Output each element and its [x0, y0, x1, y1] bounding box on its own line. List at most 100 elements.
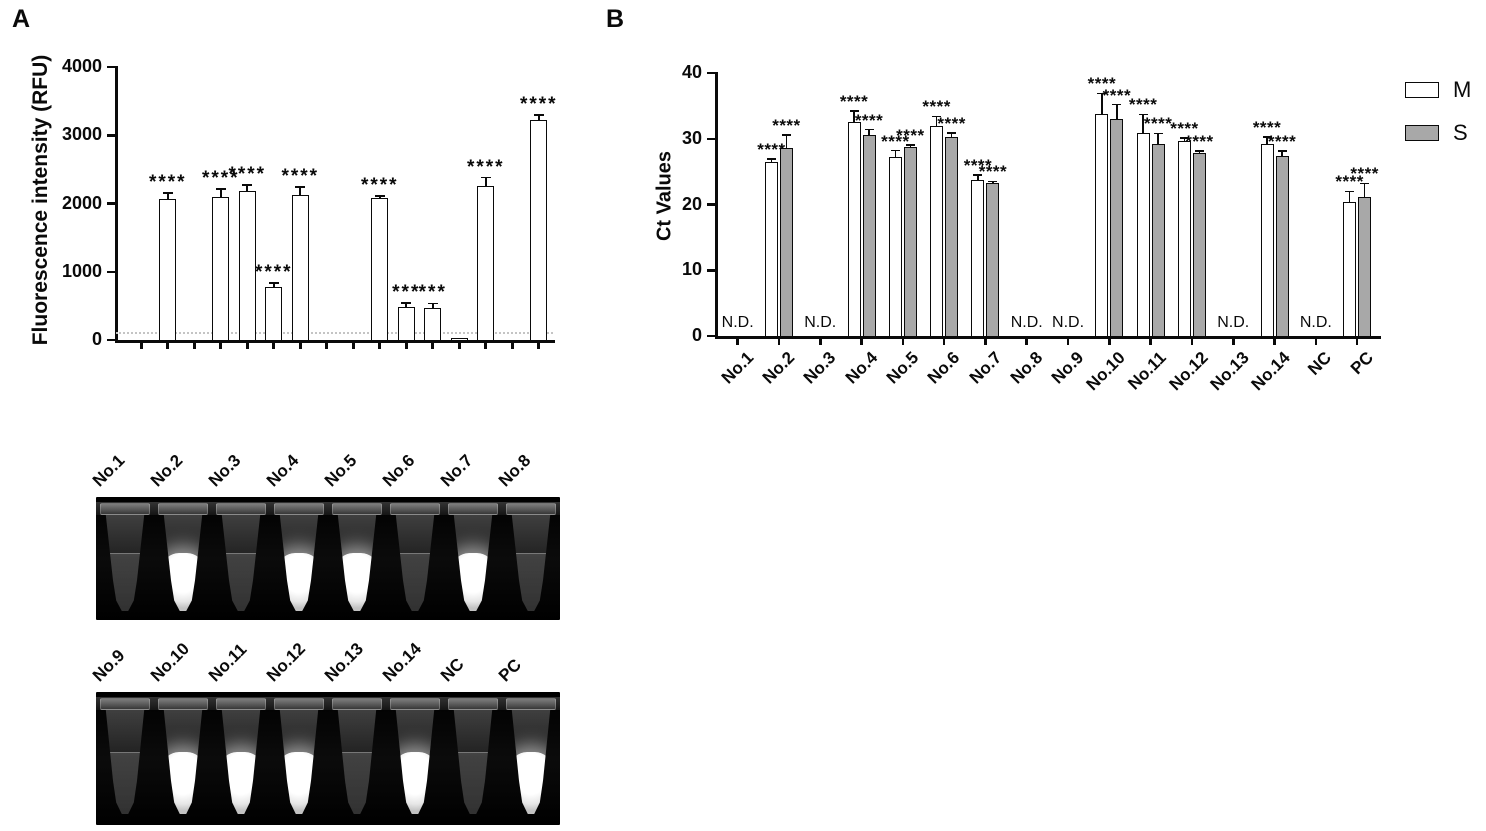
- x-tick-label: No.14: [1247, 348, 1294, 395]
- bar: [847, 122, 861, 336]
- error-bar-stem: [166, 193, 169, 200]
- tube-cap-icon: [332, 698, 382, 710]
- error-bar-stem: [405, 303, 408, 308]
- bar: [1260, 144, 1274, 336]
- pcr-tube: [100, 503, 150, 611]
- x-tick: [325, 342, 329, 350]
- y-tick-label: 3000: [61, 124, 102, 145]
- x-tick-label: No.4: [841, 348, 881, 388]
- error-bar-stem: [977, 174, 979, 181]
- error-bar-cap: [1179, 137, 1189, 139]
- tube-cap-icon: [100, 503, 150, 515]
- error-bar-stem: [1266, 136, 1268, 144]
- bar: [530, 120, 548, 340]
- nd-label: N.D.: [1010, 314, 1043, 331]
- error-bar-cap: [849, 110, 859, 113]
- tube-body: [395, 710, 435, 814]
- x-tick: [1355, 338, 1359, 346]
- y-tick: [706, 203, 715, 206]
- tube-cap-icon: [390, 698, 440, 710]
- error-bar-cap: [1345, 190, 1355, 193]
- pcr-tube: [158, 698, 208, 814]
- tube-cap-icon: [390, 503, 440, 515]
- tube-liquid: [453, 553, 493, 611]
- x-tick: [139, 342, 143, 350]
- bar: [265, 286, 283, 340]
- tube-liquid: [337, 553, 377, 611]
- tube-body: [105, 515, 145, 611]
- error-bar-cap: [781, 134, 791, 136]
- y-tick-label: 30: [681, 127, 702, 148]
- pcr-tube: [216, 698, 266, 814]
- error-bar-cap: [1262, 135, 1272, 138]
- error-bar-stem: [1348, 191, 1351, 202]
- bar: [1095, 113, 1109, 336]
- tube-cap-icon: [216, 503, 266, 515]
- x-tick: [219, 342, 223, 350]
- tube-body: [221, 515, 261, 611]
- pcr-tube: [506, 503, 556, 611]
- error-bar-cap: [1112, 103, 1122, 106]
- bar: [1151, 144, 1165, 336]
- tube-label: No.10: [146, 639, 194, 686]
- error-bar-stem: [272, 283, 275, 287]
- y-tick: [106, 65, 115, 69]
- x-tick: [378, 342, 382, 350]
- tube-body: [105, 710, 145, 814]
- significance-stars: ****: [519, 94, 558, 116]
- error-bar-cap: [533, 114, 544, 116]
- tube-photo-strip: [96, 497, 560, 620]
- tube-body: [279, 515, 319, 611]
- tube-body: [395, 515, 435, 611]
- significance-stars: ****: [1128, 95, 1158, 115]
- error-bar-stem: [431, 303, 434, 309]
- significance-stars: ****: [1170, 119, 1199, 139]
- bar: [397, 307, 415, 340]
- y-axis-line: [714, 72, 718, 338]
- significance-stars: ****: [854, 110, 884, 130]
- error-bar-cap: [401, 302, 412, 305]
- legend: M S: [1405, 77, 1471, 163]
- tube-label: No.7: [436, 450, 477, 491]
- y-tick: [706, 334, 715, 338]
- y-tick-label: 0: [691, 325, 702, 345]
- legend-swatch-m: [1405, 82, 1439, 98]
- x-tick: [1190, 338, 1194, 346]
- x-tick-label: No.13: [1206, 348, 1253, 395]
- error-bar-stem: [378, 195, 381, 199]
- error-bar-cap: [1360, 182, 1370, 185]
- error-bar-cap: [1277, 150, 1287, 153]
- tube-label: No.12: [262, 639, 310, 686]
- significance-stars: ****: [1143, 114, 1173, 134]
- significance-stars: ****: [1087, 74, 1117, 94]
- pcr-tube: [448, 503, 498, 611]
- pcr-tube: [158, 503, 208, 611]
- tube-label: NC: [436, 654, 468, 686]
- error-bar-cap: [890, 149, 900, 152]
- y-tick: [106, 134, 115, 137]
- bar: [945, 136, 959, 336]
- bar: [291, 194, 309, 340]
- nd-label: N.D.: [804, 314, 837, 331]
- x-tick: [298, 342, 302, 350]
- pcr-tube: [216, 503, 266, 611]
- x-tick-label: No.2: [758, 348, 799, 388]
- x-tick: [245, 342, 249, 350]
- x-tick: [1066, 338, 1070, 346]
- bar: [1110, 119, 1124, 336]
- bar: [1275, 155, 1289, 336]
- significance-stars: ****: [757, 140, 786, 160]
- x-tick-label: NC: [1304, 348, 1336, 379]
- pcr-tube: [390, 698, 440, 814]
- y-tick: [106, 202, 115, 205]
- significance-stars: ****: [1185, 132, 1214, 152]
- ct-values-grouped-bar-chart: 0 10 20 30 40 No.1 N.D. No.2 **** **** No.3 N.D. No.…: [681, 62, 1381, 395]
- significance-stars: ****: [148, 172, 187, 194]
- significance-stars: ****: [978, 162, 1008, 182]
- x-tick-label: PC: [1346, 348, 1377, 379]
- error-bar-stem: [785, 134, 788, 148]
- bar: [212, 196, 230, 340]
- error-bar-stem: [853, 111, 855, 123]
- tube-liquid: [511, 553, 551, 611]
- error-bar-stem: [868, 129, 870, 136]
